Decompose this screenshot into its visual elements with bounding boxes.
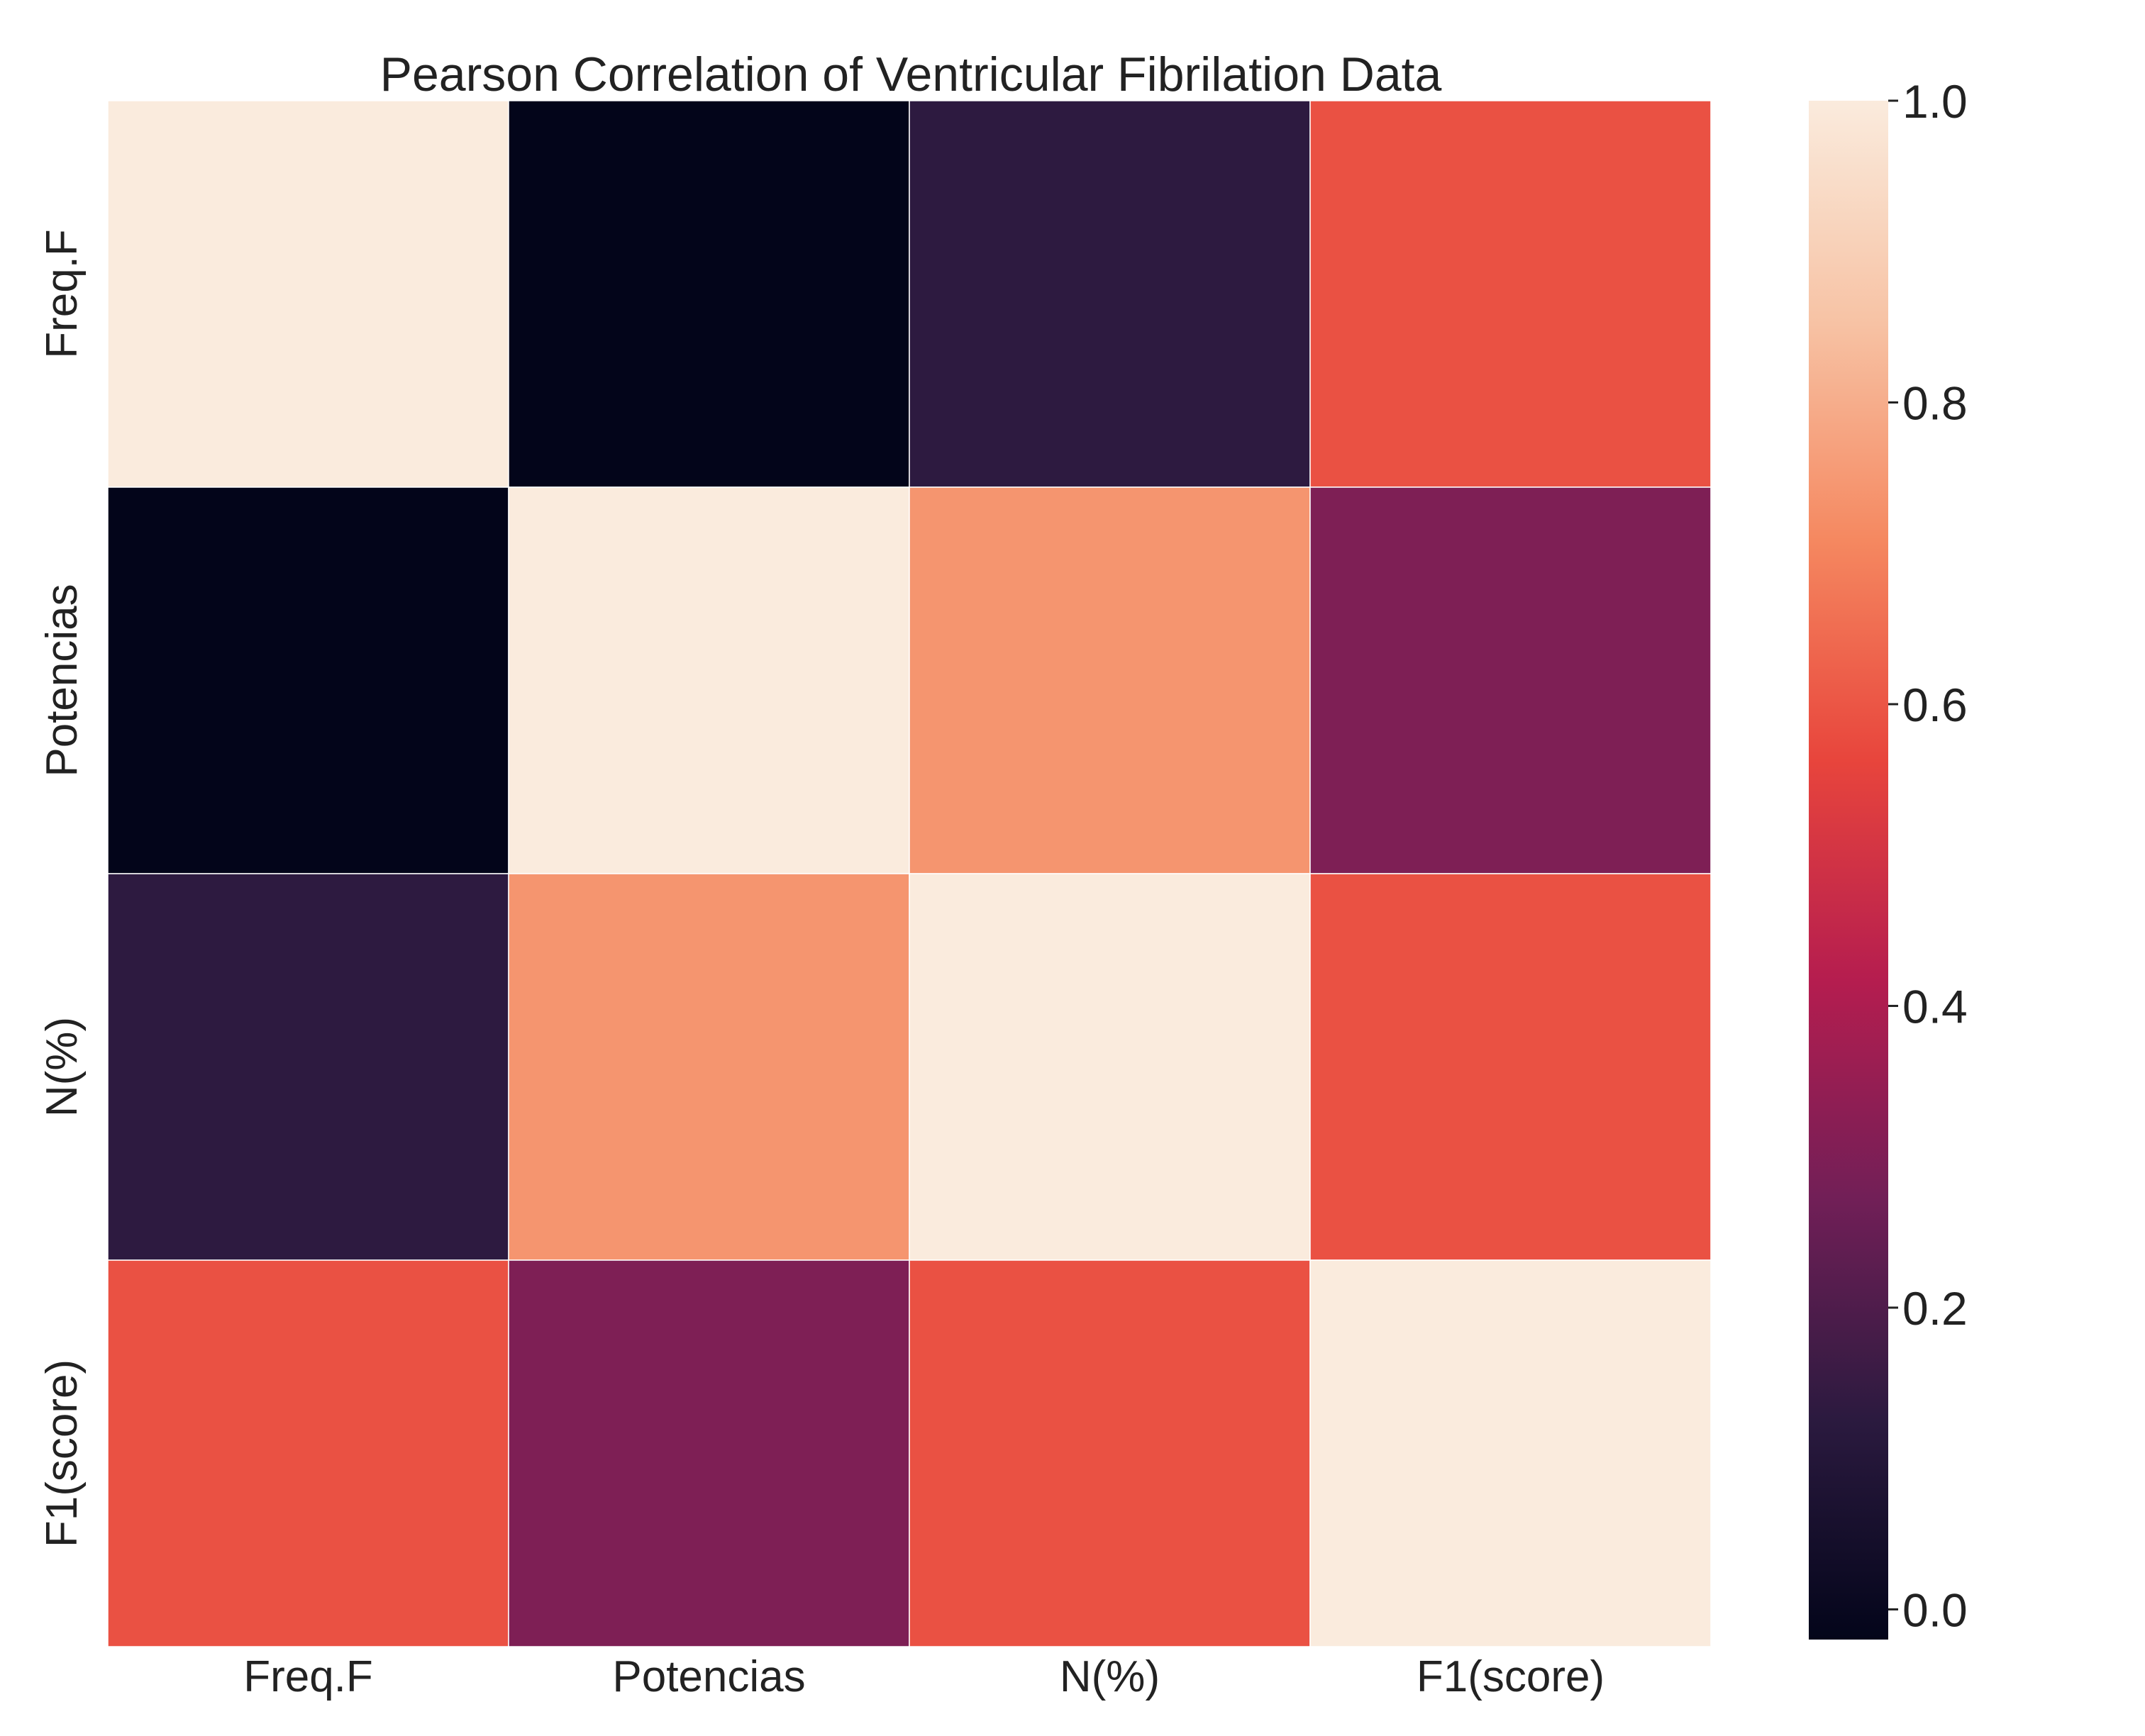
heatmap-cell [1309, 100, 1712, 488]
y-tick-label: F1(score) [38, 1359, 87, 1547]
colorbar-tick-label: 0.4 [1902, 980, 1968, 1033]
x-tick-label: F1(score) [1417, 1652, 1604, 1701]
chart-title: Pearson Correlation of Ventricular Fibri… [380, 48, 1442, 101]
y-tick-label: Freq.F [38, 229, 87, 359]
heatmap-cell [107, 486, 509, 874]
colorbar-tick-label: 0.6 [1902, 679, 1968, 731]
heatmap-cell [909, 100, 1311, 488]
heatmap-cell [508, 873, 910, 1261]
heatmap-cell [909, 1259, 1311, 1647]
heatmap-cell [508, 100, 910, 488]
colorbar-tick-label: 0.2 [1902, 1282, 1968, 1335]
heatmap-cell [107, 1259, 509, 1647]
x-tick-label: Potencias [612, 1652, 805, 1701]
y-tick-label: N(%) [38, 1017, 87, 1117]
heatmap-cell [107, 100, 509, 488]
heatmap-cell [1309, 873, 1712, 1261]
colorbar-tick-label: 1.0 [1902, 75, 1968, 128]
heatmap-cells [107, 100, 1712, 1647]
heatmap-cell [909, 873, 1311, 1261]
y-tick-labels: Freq.F Potencias N(%) F1(score) [38, 229, 87, 1547]
colorbar [1809, 101, 1888, 1640]
colorbar-tick-label: 0.0 [1902, 1584, 1968, 1636]
heatmap-cell [508, 1259, 910, 1647]
heatmap-cell [508, 486, 910, 874]
heatmap-cell [107, 873, 509, 1261]
heatmap-cell [909, 486, 1311, 874]
x-tick-label: Freq.F [243, 1652, 373, 1701]
colorbar-ticks: 0.0 0.2 0.4 0.6 0.8 1.0 [1888, 75, 1968, 1636]
y-tick-label: Potencias [38, 584, 87, 777]
colorbar-tick-label: 0.8 [1902, 377, 1968, 429]
heatmap-cell [1309, 1259, 1712, 1647]
x-tick-label: N(%) [1060, 1652, 1160, 1701]
heatmap-cell [1309, 486, 1712, 874]
x-tick-labels: Freq.F Potencias N(%) F1(score) [243, 1652, 1604, 1701]
